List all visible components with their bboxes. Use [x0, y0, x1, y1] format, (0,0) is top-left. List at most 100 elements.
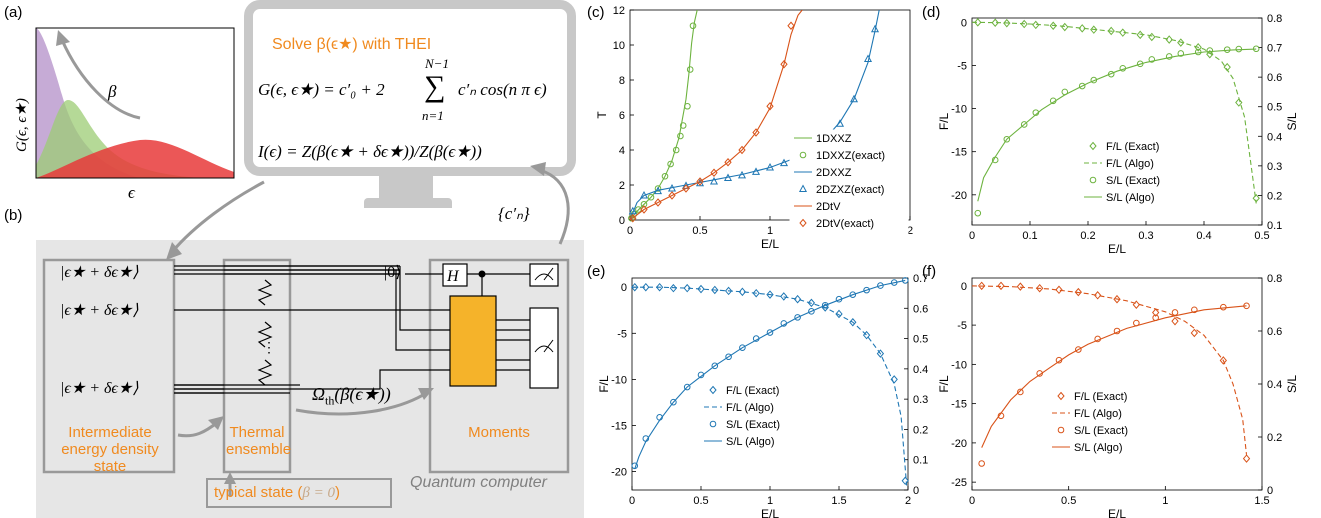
data-point: [631, 282, 639, 292]
box-thermal-ensemble: [222, 258, 292, 474]
equation-g-sum: ∑: [424, 70, 446, 103]
y-right-tick-label: 0.6: [913, 303, 928, 315]
data-point: [1177, 50, 1185, 57]
arrow-thermal-to-moments: [295, 390, 429, 416]
legend-swatch: [1089, 176, 1097, 184]
ket-state-2: |ϵ★ + δϵ★⟩: [60, 302, 139, 319]
x-axis-label: E/L: [761, 237, 779, 251]
y-tick-label: 0: [961, 281, 967, 293]
legend-entry: S/L (Exact): [726, 419, 780, 431]
data-point: [725, 353, 732, 361]
series-line: [632, 286, 908, 486]
h-gate: [442, 263, 468, 287]
data-point: [997, 281, 1005, 291]
y-tick-label: 0: [621, 282, 627, 294]
legend-entry: 2DtV: [816, 201, 841, 213]
measure-multi: [529, 307, 559, 389]
y-right-tick-label: 0.8: [1267, 13, 1282, 25]
x-tick-label: 0: [969, 495, 975, 507]
data-point: [667, 160, 674, 168]
x-tick-label: 0.1: [1022, 230, 1037, 242]
y-right-tick-label: 0: [913, 485, 919, 497]
moments-label: Moments: [468, 424, 530, 441]
legend-box: [1079, 137, 1186, 213]
series-line: [981, 305, 1247, 448]
data-point: [1220, 303, 1227, 311]
data-point: [724, 286, 733, 296]
y-right-tick-label: 0.2: [1267, 190, 1282, 202]
distribution-green: [36, 100, 200, 178]
arrow-monitor-to-state: [170, 180, 265, 253]
series-line: [972, 285, 1248, 455]
data-point: [723, 173, 733, 181]
data-point: [1119, 28, 1127, 37]
series-line: [977, 48, 1257, 202]
data-point: [711, 285, 719, 295]
data-point: [1242, 454, 1251, 463]
h-gate-label: H: [446, 268, 460, 285]
series-line: [630, 10, 698, 220]
y-right-tick-label: 0.6: [1267, 72, 1282, 84]
y-right-axis-label: S/L: [1285, 375, 1299, 393]
y-right-tick-label: 0.5: [1267, 102, 1282, 114]
data-point: [738, 287, 747, 297]
data-point: [1075, 346, 1082, 353]
data-point: [710, 168, 718, 178]
series-line: [630, 10, 803, 220]
arrow-moments-to-monitor: [539, 168, 570, 245]
coef-label: {c′ₙ}: [498, 204, 530, 223]
data-point: [1107, 26, 1115, 36]
plot-frame: [971, 17, 1263, 226]
y-right-tick-label: 0: [1267, 485, 1273, 497]
data-point: [667, 183, 677, 192]
omega-main: Ω: [312, 384, 326, 404]
svg-text:⋮: ⋮: [262, 339, 276, 355]
data-point: [1136, 30, 1144, 40]
legend-entry: S/L (Algo): [726, 436, 775, 448]
data-point: [807, 298, 816, 308]
monitor-stand: [379, 176, 433, 202]
x-tick-label: 2: [907, 225, 913, 237]
data-point: [670, 398, 677, 406]
data-point: [766, 329, 774, 336]
data-point: [1090, 25, 1098, 34]
data-point: [1206, 47, 1214, 54]
data-point: [642, 282, 650, 292]
y-tick-label: -10: [951, 104, 967, 116]
data-point: [683, 283, 691, 293]
data-point: [629, 213, 637, 223]
data-point: [991, 18, 999, 28]
y-tick-label: -10: [951, 359, 967, 371]
legend-entry: F/L (Exact): [1074, 391, 1127, 403]
typical-state-label: typical state (β = 0): [214, 484, 340, 502]
data-point: [974, 18, 982, 27]
data-point: [779, 158, 789, 167]
y-right-tick-label: 0.1: [1267, 220, 1282, 232]
x-axis-label: E/L: [1108, 507, 1126, 518]
legend-entry: 1DXXZ(exact): [816, 150, 885, 162]
measure-single: [529, 263, 559, 287]
y-right-tick-label: 0.8: [1267, 273, 1282, 285]
data-point: [1235, 98, 1243, 107]
typical-beta: β = 0: [302, 485, 335, 501]
legend-entry: 2DZXZ(exact): [816, 184, 884, 196]
legend-box: [699, 381, 801, 457]
data-point: [978, 460, 985, 467]
data-point: [808, 308, 815, 315]
data-point: [669, 283, 678, 293]
data-point: [1094, 291, 1102, 300]
equation-g-sum-top: N−1: [425, 56, 449, 71]
data-point: [639, 190, 649, 199]
data-point: [668, 191, 676, 200]
panel-label-b: (b): [4, 207, 23, 224]
data-point: [724, 157, 732, 167]
data-point: [766, 290, 774, 299]
panel-label-c: (c): [587, 4, 605, 21]
data-point: [1020, 121, 1028, 128]
data-point: [901, 476, 909, 486]
data-point: [1061, 22, 1069, 32]
legend-entry: F/L (Exact): [726, 385, 779, 397]
data-point: [1016, 282, 1024, 291]
y-tick-label: -10: [611, 374, 627, 386]
data-point: [654, 185, 662, 192]
